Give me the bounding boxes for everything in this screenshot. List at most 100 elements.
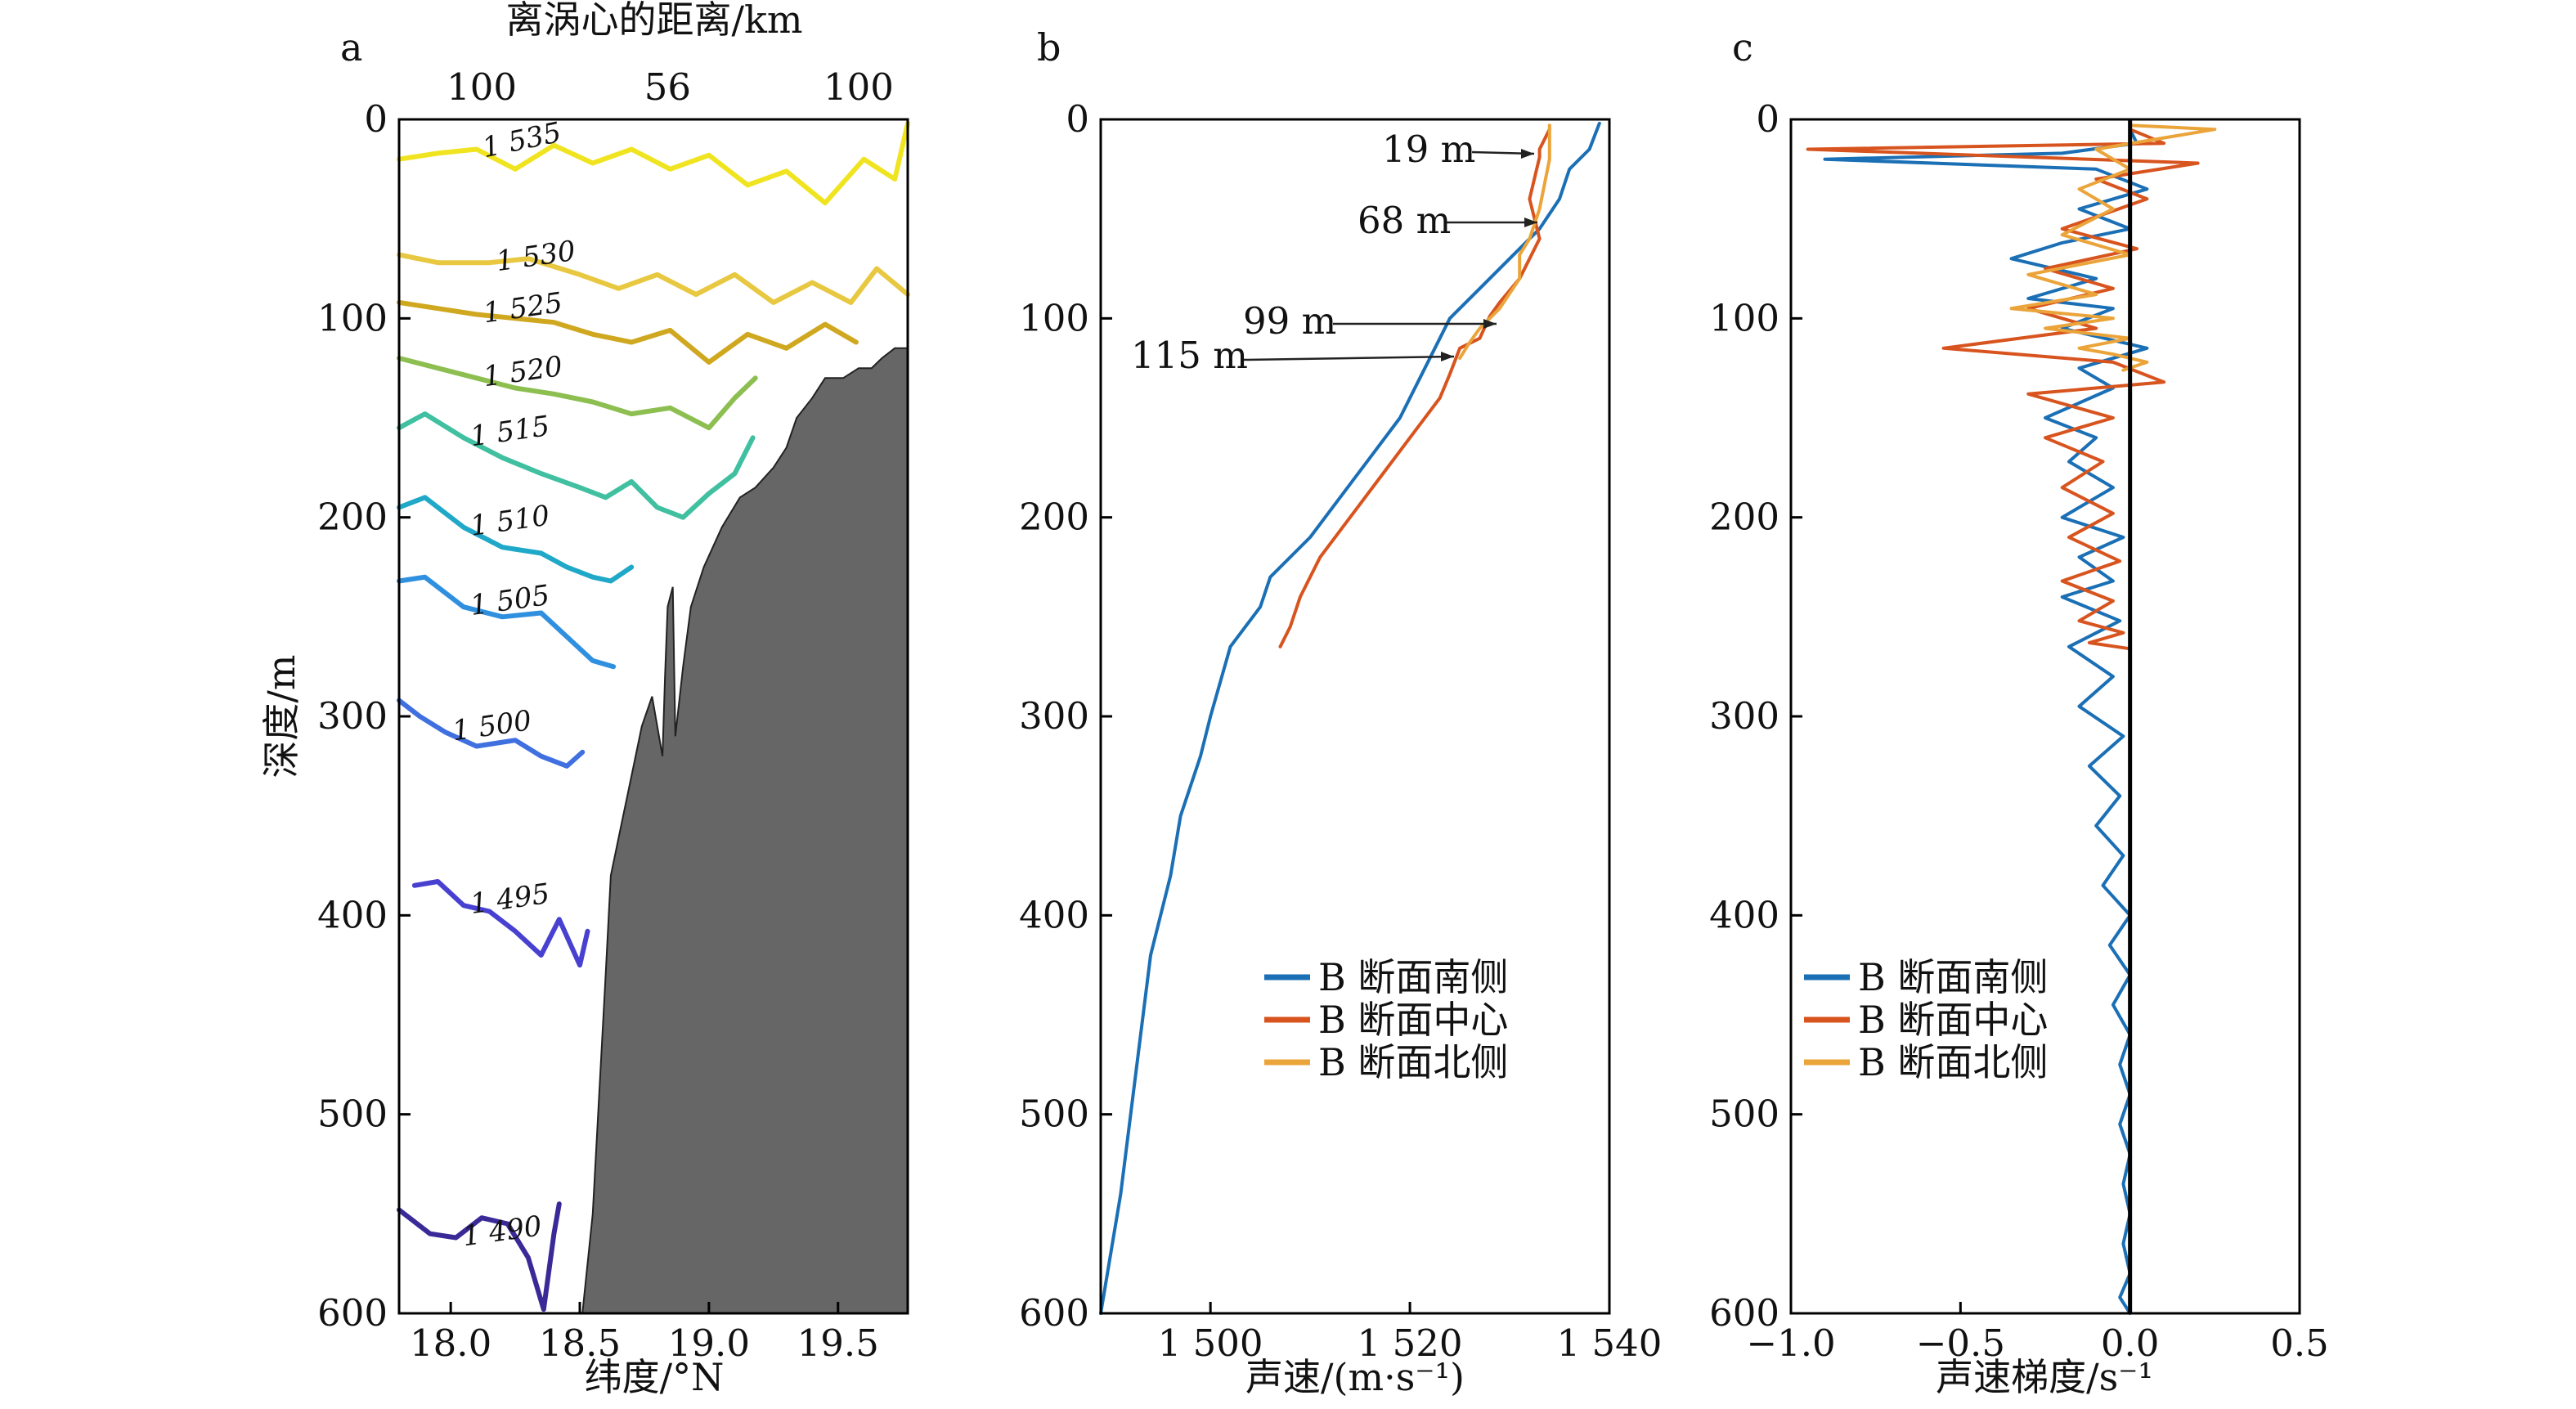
y-tick-label: 300 — [317, 694, 388, 738]
y-tick-label: 400 — [317, 893, 388, 936]
y-tick-label: 600 — [1019, 1291, 1089, 1335]
panel-a-letter: a — [340, 25, 362, 70]
contour-line-1500 — [397, 698, 586, 769]
panel-b-letter: b — [1037, 25, 1061, 70]
panel-c-y-ticks: 0 100 200 300 400 500 600 — [1709, 97, 1802, 1335]
contour-line-1520 — [397, 356, 758, 431]
y-tick-label: 400 — [1709, 893, 1779, 936]
x-tick-label: 18.0 — [410, 1321, 491, 1365]
panel-c-letter: c — [1732, 25, 1753, 70]
annotation-arrowhead — [1441, 352, 1454, 361]
contour-line-1515 — [397, 411, 756, 520]
annotation-arrowhead — [1483, 319, 1497, 329]
x-tick-label: 19.5 — [797, 1321, 879, 1365]
contour-line-1535 — [397, 120, 910, 206]
contour-label: 1 490 — [460, 1209, 544, 1253]
panel-c-x-ticks: −1.0 −0.5 0.0 0.5 — [1746, 1302, 2329, 1365]
y-tick-label: 300 — [1019, 694, 1089, 738]
y-tick-label: 100 — [1019, 296, 1089, 339]
x-tick-label: 19.0 — [668, 1321, 750, 1365]
panel-b-x-label: 声速/(m·s⁻¹) — [1245, 1355, 1465, 1399]
y-tick-label: 400 — [1019, 893, 1089, 936]
legend-label: B 断面南侧 — [1858, 955, 2048, 999]
contour-label: 1 495 — [469, 877, 552, 921]
panel-a-top-axis-label: 离涡心的距离/km — [506, 0, 803, 42]
x-tick-label: −0.5 — [1916, 1321, 2005, 1365]
panel-a-top-ticks: 100 56 100 — [447, 65, 894, 109]
series-line-2 — [1458, 123, 1551, 360]
x-tick-label: 1 520 — [1358, 1321, 1463, 1365]
annotation-arrow — [1242, 355, 1455, 361]
panel-c: c −1.0 −0.5 0.0 0.5 0 100 200 300 400 500 600 B 断… — [1709, 25, 2329, 1399]
contour-line-1510 — [397, 495, 635, 584]
y-tick-label: 0 — [1756, 97, 1779, 141]
series-line-1 — [1806, 128, 2200, 651]
legend-label: B 断面中心 — [1318, 998, 1508, 1042]
contour-label: 1 535 — [479, 116, 564, 164]
contour-line-1505 — [397, 574, 617, 670]
panel-a-y-ticks: 0 100 200 300 400 500 600 — [317, 97, 411, 1335]
y-tick-label: 500 — [1709, 1093, 1779, 1136]
panel-b-x-ticks: 1 500 1 520 1 540 — [1158, 1302, 1663, 1365]
x-tick-label: −1.0 — [1746, 1321, 1835, 1365]
panel-a-x-label: 纬度/°N — [585, 1355, 725, 1399]
annotation-label: 115 m — [1131, 334, 1248, 377]
annotation-label: 99 m — [1243, 299, 1336, 343]
annotation-label: 19 m — [1382, 128, 1475, 171]
panel-a-y-label: 深度/m — [259, 654, 303, 778]
y-tick-label: 200 — [1019, 496, 1089, 539]
y-tick-label: 0 — [364, 97, 388, 141]
y-tick-label: 600 — [1709, 1291, 1779, 1335]
contour-label: 1 515 — [469, 410, 552, 453]
contour-line-1490 — [397, 1201, 562, 1313]
panel-a-x-ticks: 18.0 18.5 19.0 19.5 — [410, 1302, 879, 1365]
contour-label: 1 505 — [469, 579, 552, 622]
panel-a-seafloor — [581, 347, 909, 1314]
series-line-0 — [1823, 128, 2149, 1315]
panel-b-frame — [1099, 118, 1611, 1315]
annotation-arrowhead — [1521, 149, 1534, 159]
contour-label: 1 510 — [469, 500, 552, 543]
contour-line-1495 — [411, 879, 590, 968]
top-tick-label: 100 — [447, 65, 517, 109]
series-line-2 — [2009, 123, 2217, 372]
y-tick-label: 100 — [317, 296, 388, 339]
y-tick-label: 500 — [317, 1093, 388, 1136]
x-tick-label: 1 500 — [1158, 1321, 1263, 1365]
legend-label: B 断面北侧 — [1318, 1040, 1508, 1084]
y-tick-label: 100 — [1709, 296, 1779, 339]
panel-c-frame — [1789, 118, 2301, 1315]
top-tick-label: 100 — [824, 65, 894, 109]
contour-label: 1 520 — [481, 350, 564, 393]
legend-label: B 断面北侧 — [1858, 1040, 2048, 1084]
panel-b-y-ticks: 0 100 200 300 400 500 600 — [1019, 97, 1112, 1335]
contour-line-1525 — [397, 299, 859, 365]
series-line-1 — [1278, 128, 1551, 648]
annotation-arrowhead — [1524, 218, 1537, 227]
legend-label: B 断面中心 — [1858, 998, 2048, 1042]
x-tick-label: 0.0 — [2101, 1321, 2160, 1365]
y-tick-label: 200 — [1709, 496, 1779, 539]
panel-c-x-label: 声速梯度/s⁻¹ — [1936, 1355, 2153, 1399]
top-tick-label: 56 — [644, 65, 691, 109]
annotation-label: 68 m — [1358, 199, 1451, 242]
panel-c-series — [1806, 123, 2217, 1315]
contour-line-1530 — [397, 252, 910, 305]
x-tick-label: 1 540 — [1557, 1321, 1663, 1365]
y-tick-label: 600 — [317, 1291, 388, 1335]
y-tick-label: 200 — [317, 496, 388, 539]
y-tick-label: 500 — [1019, 1093, 1089, 1136]
panel-b-series — [1099, 121, 1601, 1315]
x-tick-label: 0.5 — [2270, 1321, 2329, 1365]
seafloor-shape — [581, 347, 909, 1314]
series-line-0 — [1099, 121, 1601, 1315]
y-tick-label: 300 — [1709, 694, 1779, 738]
y-tick-label: 0 — [1066, 97, 1089, 141]
legend-label: B 断面南侧 — [1318, 955, 1508, 999]
